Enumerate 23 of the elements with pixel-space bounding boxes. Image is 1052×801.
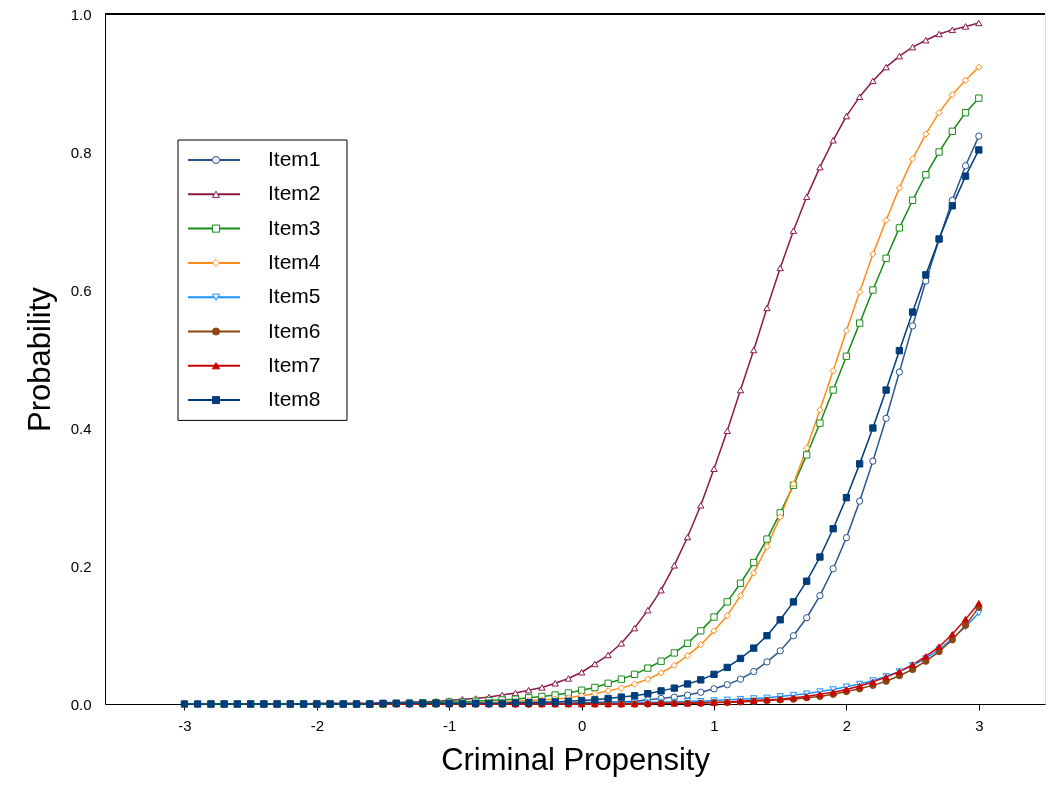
y-tick-label: 0.8 — [70, 143, 92, 161]
y-tick-label: 0.2 — [70, 557, 92, 575]
y-tick-label: 1.0 — [70, 5, 92, 23]
legend-label: Item3 — [268, 215, 321, 239]
x-tick-label: 2 — [842, 716, 852, 734]
y-tick-label: 0.4 — [70, 419, 92, 437]
legend-label: Item2 — [268, 181, 321, 205]
x-axis-title: Criminal Propensity — [441, 741, 711, 777]
legend-label: Item6 — [268, 318, 321, 342]
legend-label: Item1 — [268, 147, 321, 170]
x-tick-label: -3 — [178, 716, 192, 734]
x-tick-label: -1 — [443, 716, 457, 734]
y-tick-label: 0.6 — [70, 281, 92, 299]
x-tick-label: 0 — [577, 716, 587, 734]
x-tick-label: -2 — [310, 716, 324, 734]
x-tick-label: 1 — [710, 716, 719, 734]
legend-label: Item5 — [268, 284, 321, 308]
y-axis-title: Probability — [21, 286, 57, 432]
legend-label: Item7 — [268, 352, 321, 376]
legend-label: Item8 — [268, 387, 321, 411]
x-tick-label: 3 — [975, 716, 984, 734]
legend-label: Item4 — [268, 249, 321, 273]
y-tick-label: 0.0 — [70, 695, 92, 713]
